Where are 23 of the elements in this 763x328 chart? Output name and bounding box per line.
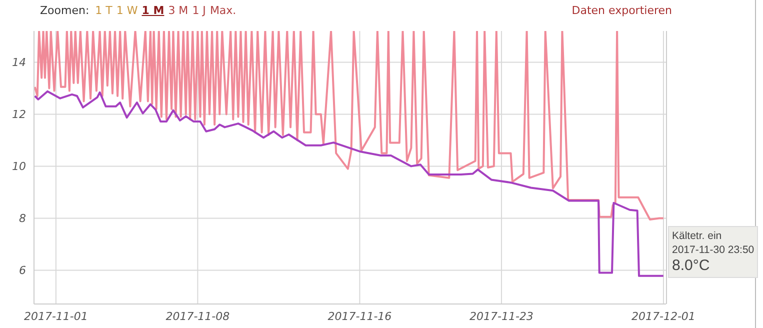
text: 2017-11-30 23:50 — [672, 243, 754, 258]
line-series — [34, 31, 664, 220]
x-tick-label: 2017-11-23 — [469, 310, 534, 323]
x-tick-label: 2017-11-01 — [24, 310, 88, 323]
annotation: 8.0°C — [672, 257, 711, 276]
text: Kältetr. ein — [672, 229, 723, 244]
x-tick-label: 2017-11-08 — [166, 310, 230, 323]
text: 1 T — [95, 4, 112, 17]
text: Max. — [210, 4, 236, 17]
y-tick-label: 8 — [19, 212, 26, 226]
x-tick-label: 2017-12-01 — [632, 310, 696, 323]
text: Zoomen: — [40, 4, 90, 17]
x-tick-label: 2017-11-16 — [328, 310, 392, 323]
line-series — [34, 90, 664, 277]
text: Daten exportieren — [572, 4, 672, 17]
y-tick-label: 10 — [12, 160, 26, 174]
text: 1 M — [142, 4, 164, 17]
y-tick-label: 14 — [12, 56, 26, 70]
text: 1 J — [192, 4, 206, 17]
text: 1 W — [116, 4, 138, 17]
y-tick-label: 6 — [19, 264, 26, 278]
text: 3 M — [168, 4, 188, 17]
y-tick-label: 12 — [12, 108, 26, 122]
